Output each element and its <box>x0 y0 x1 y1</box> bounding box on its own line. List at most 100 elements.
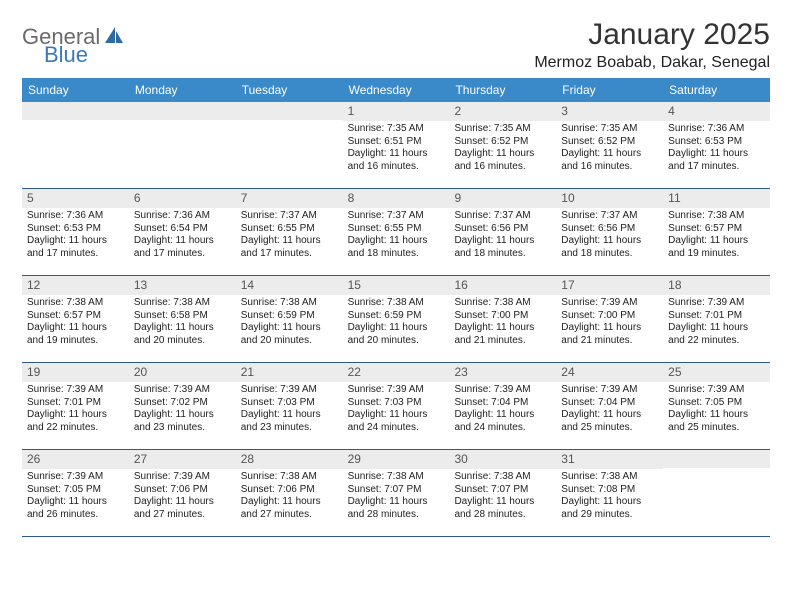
day-cell <box>236 102 343 188</box>
sunset-line: Sunset: 6:52 PM <box>561 136 658 149</box>
sunrise-line: Sunrise: 7:37 AM <box>241 210 338 223</box>
daylight-line-1: Daylight: 11 hours <box>27 322 124 335</box>
day-number: 24 <box>556 363 663 382</box>
sunset-line: Sunset: 7:04 PM <box>561 397 658 410</box>
daylight-line-1: Daylight: 11 hours <box>134 322 231 335</box>
day-number: 2 <box>449 102 556 121</box>
daylight-line-1: Daylight: 11 hours <box>241 496 338 509</box>
day-body: Sunrise: 7:38 AMSunset: 6:58 PMDaylight:… <box>129 295 236 351</box>
day-cell: 24Sunrise: 7:39 AMSunset: 7:04 PMDayligh… <box>556 363 663 449</box>
day-number: 1 <box>343 102 450 121</box>
dayname-row: Sunday Monday Tuesday Wednesday Thursday… <box>22 78 770 102</box>
day-body: Sunrise: 7:38 AMSunset: 7:06 PMDaylight:… <box>236 469 343 525</box>
logo-text-blue: Blue <box>44 42 88 68</box>
sunset-line: Sunset: 6:56 PM <box>561 223 658 236</box>
day-cell: 4Sunrise: 7:36 AMSunset: 6:53 PMDaylight… <box>663 102 770 188</box>
sunset-line: Sunset: 7:06 PM <box>241 484 338 497</box>
daylight-line-2: and 28 minutes. <box>348 509 445 522</box>
daylight-line-2: and 17 minutes. <box>241 248 338 261</box>
daylight-line-1: Daylight: 11 hours <box>454 148 551 161</box>
sunrise-line: Sunrise: 7:37 AM <box>454 210 551 223</box>
day-body: Sunrise: 7:38 AMSunset: 6:57 PMDaylight:… <box>663 208 770 264</box>
day-cell: 5Sunrise: 7:36 AMSunset: 6:53 PMDaylight… <box>22 189 129 275</box>
day-cell: 21Sunrise: 7:39 AMSunset: 7:03 PMDayligh… <box>236 363 343 449</box>
day-number: 21 <box>236 363 343 382</box>
day-cell: 23Sunrise: 7:39 AMSunset: 7:04 PMDayligh… <box>449 363 556 449</box>
location-text: Mermoz Boabab, Dakar, Senegal <box>534 54 770 72</box>
sunset-line: Sunset: 6:53 PM <box>27 223 124 236</box>
day-number: 30 <box>449 450 556 469</box>
day-cell: 16Sunrise: 7:38 AMSunset: 7:00 PMDayligh… <box>449 276 556 362</box>
daylight-line-2: and 24 minutes. <box>454 422 551 435</box>
day-number <box>129 102 236 120</box>
daylight-line-2: and 29 minutes. <box>561 509 658 522</box>
sunset-line: Sunset: 7:02 PM <box>134 397 231 410</box>
day-number: 8 <box>343 189 450 208</box>
sunset-line: Sunset: 7:05 PM <box>27 484 124 497</box>
sunrise-line: Sunrise: 7:39 AM <box>27 384 124 397</box>
day-cell: 9Sunrise: 7:37 AMSunset: 6:56 PMDaylight… <box>449 189 556 275</box>
daylight-line-2: and 25 minutes. <box>668 422 765 435</box>
day-number: 15 <box>343 276 450 295</box>
day-number <box>236 102 343 120</box>
daylight-line-1: Daylight: 11 hours <box>348 409 445 422</box>
sunrise-line: Sunrise: 7:38 AM <box>241 471 338 484</box>
sunset-line: Sunset: 7:05 PM <box>668 397 765 410</box>
sunrise-line: Sunrise: 7:38 AM <box>348 297 445 310</box>
sunrise-line: Sunrise: 7:35 AM <box>561 123 658 136</box>
daylight-line-2: and 20 minutes. <box>348 335 445 348</box>
daylight-line-1: Daylight: 11 hours <box>454 322 551 335</box>
daylight-line-1: Daylight: 11 hours <box>241 409 338 422</box>
sunrise-line: Sunrise: 7:39 AM <box>668 384 765 397</box>
day-cell: 15Sunrise: 7:38 AMSunset: 6:59 PMDayligh… <box>343 276 450 362</box>
title-block: January 2025 Mermoz Boabab, Dakar, Seneg… <box>534 18 770 72</box>
sunset-line: Sunset: 6:55 PM <box>348 223 445 236</box>
day-body: Sunrise: 7:38 AMSunset: 7:00 PMDaylight:… <box>449 295 556 351</box>
day-body: Sunrise: 7:35 AMSunset: 6:52 PMDaylight:… <box>556 121 663 177</box>
day-cell <box>129 102 236 188</box>
sunset-line: Sunset: 6:59 PM <box>348 310 445 323</box>
sunset-line: Sunset: 7:01 PM <box>668 310 765 323</box>
sunrise-line: Sunrise: 7:37 AM <box>561 210 658 223</box>
day-cell: 8Sunrise: 7:37 AMSunset: 6:55 PMDaylight… <box>343 189 450 275</box>
day-body: Sunrise: 7:36 AMSunset: 6:53 PMDaylight:… <box>663 121 770 177</box>
sunrise-line: Sunrise: 7:38 AM <box>348 471 445 484</box>
day-body: Sunrise: 7:39 AMSunset: 7:04 PMDaylight:… <box>556 382 663 438</box>
sunrise-line: Sunrise: 7:38 AM <box>454 297 551 310</box>
day-body: Sunrise: 7:39 AMSunset: 7:02 PMDaylight:… <box>129 382 236 438</box>
day-number: 11 <box>663 189 770 208</box>
sunset-line: Sunset: 6:52 PM <box>454 136 551 149</box>
daylight-line-2: and 17 minutes. <box>668 161 765 174</box>
day-cell: 27Sunrise: 7:39 AMSunset: 7:06 PMDayligh… <box>129 450 236 536</box>
daylight-line-2: and 16 minutes. <box>561 161 658 174</box>
day-cell: 1Sunrise: 7:35 AMSunset: 6:51 PMDaylight… <box>343 102 450 188</box>
sunrise-line: Sunrise: 7:39 AM <box>134 471 231 484</box>
day-body: Sunrise: 7:38 AMSunset: 7:07 PMDaylight:… <box>343 469 450 525</box>
day-cell: 13Sunrise: 7:38 AMSunset: 6:58 PMDayligh… <box>129 276 236 362</box>
sunset-line: Sunset: 6:56 PM <box>454 223 551 236</box>
day-body: Sunrise: 7:37 AMSunset: 6:55 PMDaylight:… <box>236 208 343 264</box>
daylight-line-1: Daylight: 11 hours <box>561 496 658 509</box>
sunset-line: Sunset: 6:55 PM <box>241 223 338 236</box>
day-body: Sunrise: 7:39 AMSunset: 7:06 PMDaylight:… <box>129 469 236 525</box>
day-cell: 20Sunrise: 7:39 AMSunset: 7:02 PMDayligh… <box>129 363 236 449</box>
dayname-saturday: Saturday <box>663 78 770 102</box>
daylight-line-1: Daylight: 11 hours <box>454 409 551 422</box>
sunrise-line: Sunrise: 7:39 AM <box>561 297 658 310</box>
sunrise-line: Sunrise: 7:36 AM <box>27 210 124 223</box>
daylight-line-1: Daylight: 11 hours <box>27 235 124 248</box>
day-cell: 17Sunrise: 7:39 AMSunset: 7:00 PMDayligh… <box>556 276 663 362</box>
sunrise-line: Sunrise: 7:39 AM <box>561 384 658 397</box>
day-body: Sunrise: 7:39 AMSunset: 7:01 PMDaylight:… <box>22 382 129 438</box>
sunrise-line: Sunrise: 7:39 AM <box>134 384 231 397</box>
daylight-line-1: Daylight: 11 hours <box>561 322 658 335</box>
sunrise-line: Sunrise: 7:38 AM <box>241 297 338 310</box>
day-body: Sunrise: 7:38 AMSunset: 7:08 PMDaylight:… <box>556 469 663 525</box>
day-body: Sunrise: 7:39 AMSunset: 7:05 PMDaylight:… <box>22 469 129 525</box>
day-number: 19 <box>22 363 129 382</box>
week-row: 19Sunrise: 7:39 AMSunset: 7:01 PMDayligh… <box>22 363 770 450</box>
day-number: 3 <box>556 102 663 121</box>
day-body: Sunrise: 7:37 AMSunset: 6:56 PMDaylight:… <box>556 208 663 264</box>
header: General Blue January 2025 Mermoz Boabab,… <box>22 18 770 72</box>
daylight-line-2: and 21 minutes. <box>454 335 551 348</box>
